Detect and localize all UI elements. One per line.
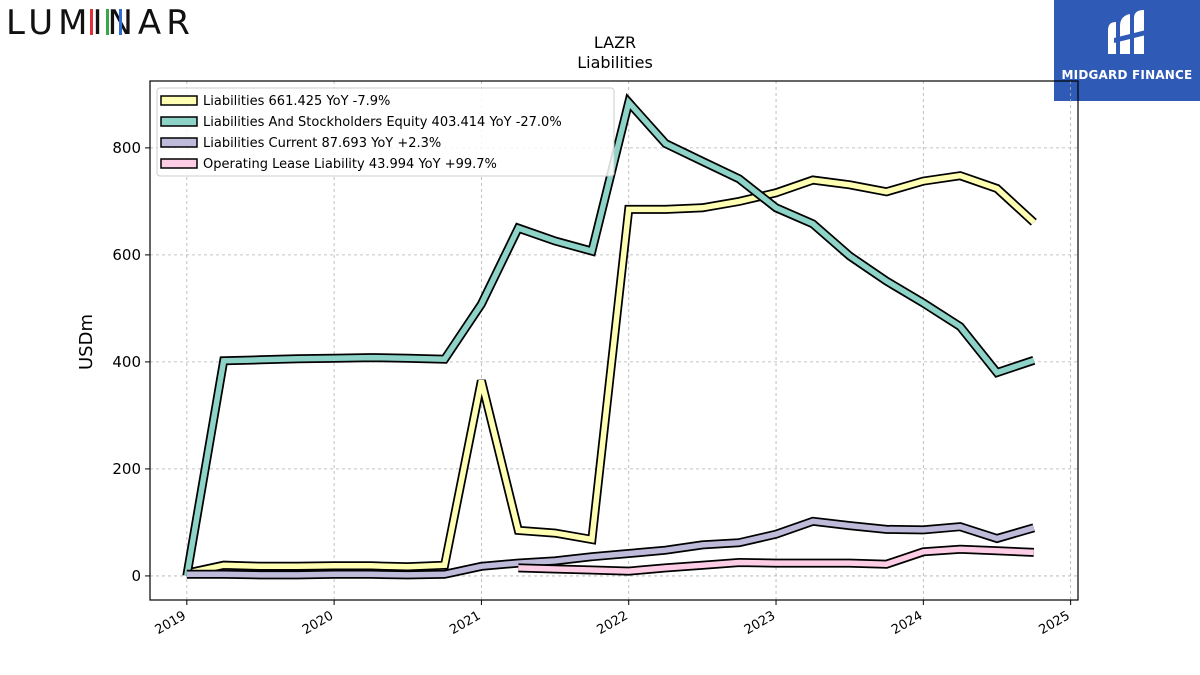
- chart-title: LAZR: [594, 33, 636, 52]
- legend-swatch: [160, 137, 198, 148]
- series-lines: [182, 93, 1037, 580]
- x-tick-label: 2019: [153, 608, 189, 638]
- x-tick-label: 2024: [889, 608, 925, 638]
- x-tick-label: 2023: [742, 608, 778, 638]
- y-tick-label: 400: [112, 353, 141, 371]
- series-3: [518, 544, 1034, 576]
- series-line: [518, 546, 1034, 574]
- y-tick-label: 600: [112, 246, 141, 264]
- y-tick-label: 0: [131, 567, 141, 585]
- legend-swatch: [160, 158, 198, 169]
- series-line: [184, 96, 1035, 577]
- x-tick-label: 2021: [447, 608, 483, 638]
- legend-swatch: [160, 116, 198, 127]
- legend: Liabilities 661.425 YoY -7.9% Liabilities…: [156, 87, 615, 177]
- legend-label: Operating Lease Liability 43.994 YoY +99…: [203, 157, 497, 172]
- plot-frame: [149, 80, 1079, 601]
- midgard-logo-text: MIDGARD FINANCE: [1061, 68, 1193, 82]
- midgard-finance-logo: MIDGARD FINANCE: [1054, 0, 1200, 101]
- y-tick-label: 200: [112, 460, 141, 478]
- legend-label: Liabilities And Stockholders Equity 403.…: [203, 115, 562, 130]
- series-0: [185, 171, 1037, 578]
- x-tick-label: 2020: [300, 608, 336, 638]
- legend-label: Liabilities Current 87.693 YoY +2.3%: [203, 136, 441, 151]
- y-axis-label: USDm: [76, 314, 97, 370]
- luminar-logo: LUMINAR: [6, 3, 195, 42]
- legend-label: Liabilities 661.425 YoY -7.9%: [203, 94, 390, 109]
- midgard-emblem-icon: [1108, 10, 1146, 54]
- series-2: [186, 516, 1036, 580]
- series-1: [182, 93, 1036, 577]
- x-tick-label: 2025: [1036, 608, 1072, 638]
- luminar-logo-text: LUMINAR: [6, 3, 195, 42]
- series-line: [186, 172, 1036, 576]
- legend-swatch: [160, 95, 198, 106]
- y-tick-label: 800: [112, 139, 141, 157]
- legend-box: [156, 87, 615, 177]
- series-line: [186, 518, 1035, 578]
- x-tick-label: 2022: [595, 608, 631, 638]
- chart-subtitle: Liabilities: [577, 53, 653, 72]
